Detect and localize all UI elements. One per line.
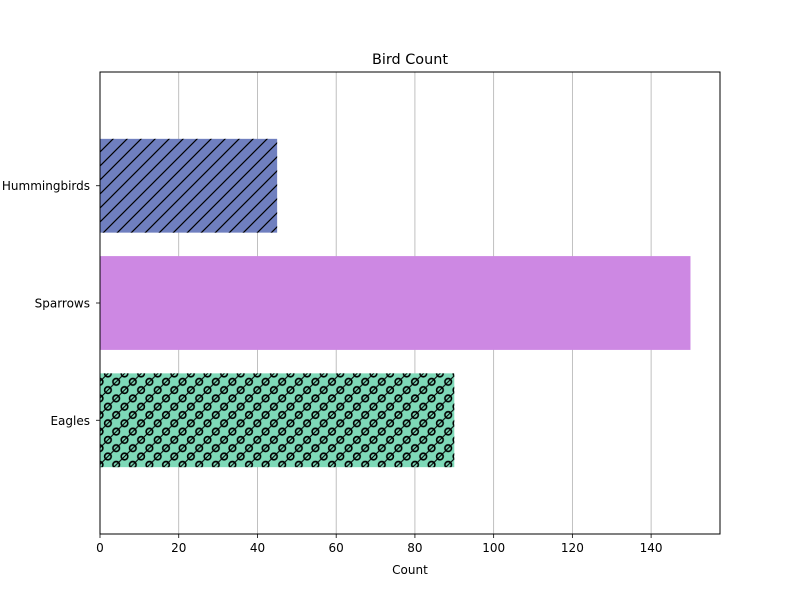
x-tick-label: 20 xyxy=(171,541,186,555)
x-tick-label: 0 xyxy=(96,541,104,555)
x-tick-label: 100 xyxy=(482,541,505,555)
y-tick-label: Hummingbirds xyxy=(2,179,90,193)
x-axis-ticks: 0 20 40 60 80 100 120 140 xyxy=(96,534,663,555)
x-axis-label: Count xyxy=(392,563,428,577)
x-tick-label: 40 xyxy=(250,541,265,555)
bar-hatch-eagles xyxy=(100,373,455,468)
x-tick-label: 120 xyxy=(561,541,584,555)
x-tick-label: 140 xyxy=(640,541,663,555)
y-axis-ticks: Hummingbirds Sparrows Eagles xyxy=(2,179,100,428)
bars xyxy=(100,138,691,468)
y-tick-label: Sparrows xyxy=(35,297,90,311)
x-tick-label: 80 xyxy=(407,541,422,555)
chart-title: Bird Count xyxy=(372,52,448,68)
bar-hatch-hummingbirds xyxy=(100,138,278,233)
x-tick-label: 60 xyxy=(329,541,344,555)
y-tick-label: Eagles xyxy=(50,414,90,428)
bar-sparrows xyxy=(100,256,691,350)
